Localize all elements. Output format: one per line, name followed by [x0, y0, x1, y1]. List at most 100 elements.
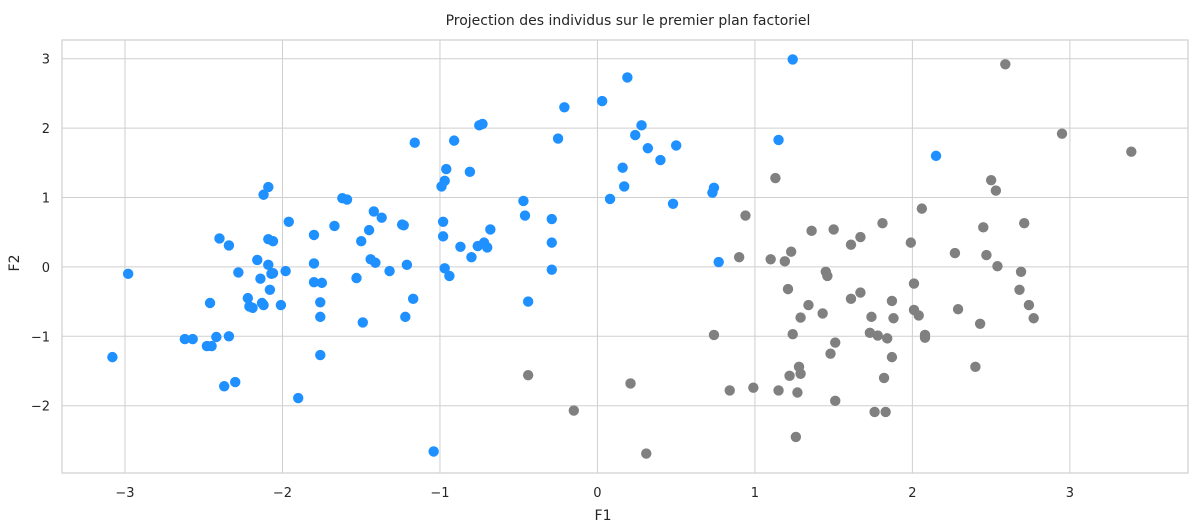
data-point: [437, 231, 449, 242]
data-point: [280, 265, 291, 277]
data-point: [264, 284, 276, 296]
data-point: [978, 222, 989, 233]
data-point: [464, 166, 476, 178]
data-point: [552, 133, 564, 144]
data-points: [107, 54, 1137, 459]
x-tick-label: −3: [115, 486, 134, 501]
data-point: [466, 251, 477, 263]
data-point: [267, 267, 279, 279]
data-point: [341, 194, 353, 205]
x-tick-label: 3: [1066, 486, 1074, 501]
data-point: [806, 225, 817, 237]
data-point: [428, 446, 439, 457]
data-point: [930, 150, 942, 162]
data-point: [315, 311, 326, 323]
data-point: [187, 333, 198, 345]
data-point: [308, 258, 320, 269]
data-point: [855, 231, 866, 243]
data-point: [905, 237, 917, 248]
data-point: [919, 332, 931, 343]
data-point: [546, 213, 557, 225]
data-point: [376, 212, 387, 223]
data-point: [546, 237, 557, 248]
data-point: [214, 233, 225, 244]
data-point: [845, 239, 857, 250]
data-point: [596, 95, 608, 107]
y-tick-label: 3: [42, 53, 50, 68]
data-point: [233, 267, 244, 278]
y-tick-label: −1: [31, 330, 50, 345]
data-point: [522, 369, 534, 381]
data-point: [482, 242, 493, 253]
data-point: [546, 264, 557, 275]
data-point: [733, 251, 745, 263]
data-point: [356, 236, 367, 247]
data-point: [765, 254, 776, 265]
data-point: [773, 385, 784, 396]
data-point: [204, 297, 216, 309]
data-point: [713, 256, 724, 268]
data-point: [886, 351, 898, 363]
data-point: [748, 382, 759, 393]
data-point: [782, 283, 794, 295]
data-point: [785, 246, 797, 257]
data-point: [315, 297, 326, 308]
data-point: [872, 330, 883, 341]
data-point: [219, 381, 230, 392]
data-point: [817, 308, 828, 319]
data-point: [477, 118, 488, 130]
y-tick-label: 0: [42, 261, 50, 276]
data-point: [263, 181, 274, 193]
data-point: [407, 293, 419, 305]
data-point: [522, 296, 534, 307]
data-point: [974, 318, 986, 330]
data-point: [398, 220, 409, 231]
data-point: [636, 120, 647, 131]
data-point: [655, 154, 666, 166]
data-point: [604, 193, 616, 205]
data-point: [211, 331, 222, 343]
data-point: [970, 361, 981, 373]
data-point: [519, 210, 531, 221]
data-point: [952, 304, 964, 315]
data-point: [242, 292, 254, 304]
data-point: [855, 287, 866, 298]
data-point: [122, 268, 134, 280]
data-point: [252, 254, 263, 266]
data-point: [263, 259, 274, 271]
data-point: [223, 331, 235, 342]
data-point: [949, 247, 961, 259]
data-point: [568, 405, 580, 416]
data-point: [825, 348, 836, 359]
data-point: [724, 385, 735, 396]
x-tick-label: 0: [593, 486, 601, 501]
data-point: [308, 276, 320, 288]
data-point: [625, 378, 636, 389]
data-point: [351, 272, 362, 284]
data-point: [803, 299, 814, 311]
data-point: [329, 220, 340, 232]
data-point: [258, 299, 269, 311]
data-point: [779, 256, 791, 267]
data-point: [787, 54, 798, 65]
data-point: [439, 175, 450, 187]
data-point: [619, 181, 630, 192]
data-point: [878, 372, 890, 384]
data-point: [267, 236, 279, 247]
data-point: [784, 370, 795, 382]
data-point: [275, 299, 287, 311]
data-point: [792, 387, 803, 398]
data-point: [179, 333, 191, 345]
data-point: [559, 102, 570, 113]
data-point: [1056, 128, 1068, 139]
data-point: [790, 431, 802, 443]
data-point: [455, 241, 466, 252]
data-point: [363, 224, 375, 236]
data-point: [255, 273, 266, 284]
data-point: [795, 368, 806, 379]
data-point: [913, 310, 924, 321]
data-point: [1019, 217, 1030, 229]
data-point: [258, 189, 269, 200]
data-point: [888, 313, 899, 324]
data-point: [223, 240, 235, 251]
